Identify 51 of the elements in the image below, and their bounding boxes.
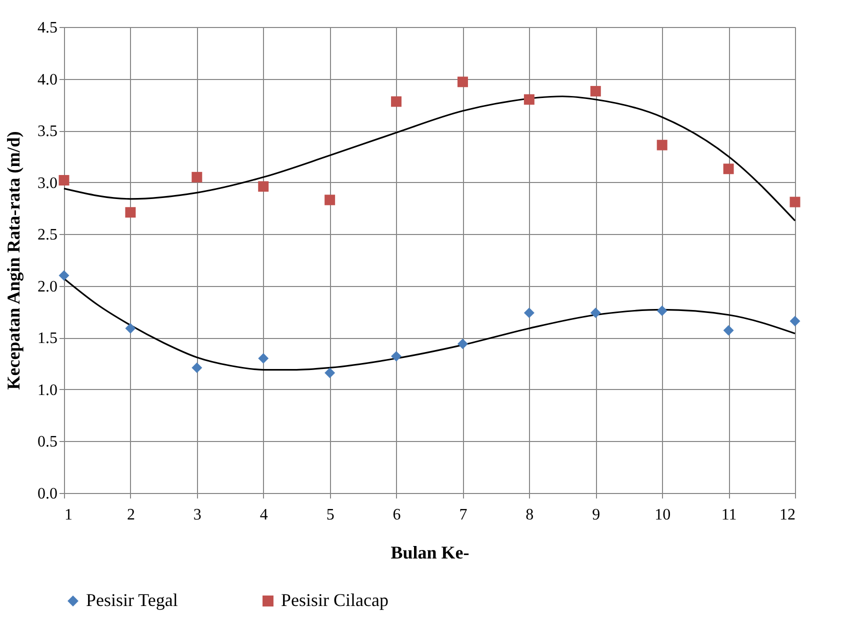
- point: [790, 316, 800, 326]
- x-tick-label: 8: [526, 506, 534, 524]
- x-tick-label: 9: [592, 506, 600, 524]
- x-tick-label: 5: [326, 506, 334, 524]
- x-tick-label: 6: [392, 506, 401, 524]
- point: [58, 270, 70, 281]
- point: [391, 351, 402, 362]
- point: [590, 86, 601, 96]
- y-tick-label: 4.0: [38, 71, 58, 88]
- point: [590, 308, 601, 318]
- y-tick-label: 0.0: [38, 486, 58, 502]
- point: [790, 196, 800, 208]
- point: [324, 368, 336, 378]
- point: [656, 306, 668, 316]
- point: [524, 94, 534, 105]
- line-series: [63, 96, 796, 222]
- point: [258, 181, 269, 192]
- point: [524, 308, 534, 318]
- point: [457, 76, 468, 88]
- x-tick-label: 4: [260, 506, 268, 524]
- x-tick-label: 10: [654, 506, 671, 524]
- x-tick-label: 7: [459, 506, 468, 524]
- point: [192, 362, 202, 373]
- point: [723, 325, 734, 336]
- y-tick-label: 3.5: [38, 123, 58, 140]
- point: [192, 172, 202, 182]
- x-tick-label: 12: [780, 506, 796, 524]
- point: [457, 338, 468, 350]
- point: [258, 353, 269, 364]
- y-tick-label: 4.5: [38, 20, 58, 36]
- point: [391, 96, 402, 107]
- y-tick-label: 0.5: [38, 434, 58, 451]
- y-tick-label: 3.0: [38, 174, 58, 192]
- point: [723, 164, 734, 174]
- x-tick-label: 1: [64, 506, 72, 524]
- point: [125, 323, 136, 334]
- point: [58, 175, 70, 186]
- y-tick-label: 2.5: [38, 226, 58, 244]
- y-tick-label: 1.0: [38, 382, 58, 399]
- legend-label: Pesisir Cilacap: [281, 590, 388, 610]
- point: [656, 140, 668, 150]
- y-tick-label: 2.0: [38, 278, 58, 296]
- x-axis-title: Bulan Ke-: [390, 542, 470, 562]
- x-tick-label: 2: [126, 506, 135, 524]
- y-axis-title: Kecepatan Angin Rata-rata (m/d): [4, 131, 24, 390]
- point: [125, 207, 136, 218]
- point: [324, 194, 336, 206]
- x-tick-label: 11: [721, 506, 737, 524]
- y-tick-label: 1.5: [38, 330, 58, 348]
- x-tick-label: 3: [193, 506, 202, 524]
- legend-label: Pesisir Tegal: [86, 590, 178, 610]
